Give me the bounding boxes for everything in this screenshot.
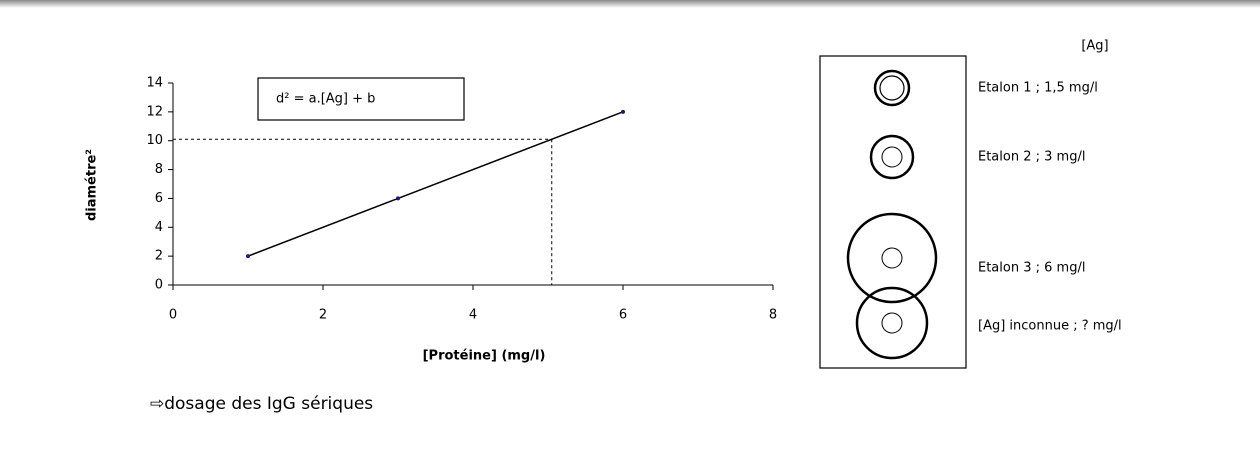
note: ⇨dosage des IgG sériques [150,394,373,414]
well-outer [871,136,913,178]
x-tick-label: 0 [169,308,177,323]
well-label: Etalon 2 ; 3 mg/l [978,150,1085,165]
y-tick-label: 12 [146,104,163,119]
well-outer [857,288,927,358]
y-axis-label: diamétre² [85,149,100,221]
y-tick-label: 14 [146,76,163,91]
y-tick-label: 10 [146,133,163,148]
well-label: [Ag] inconnue ; ? mg/l [978,319,1122,334]
diagram-header: [Ag] [1081,39,1108,54]
well-label: Etalon 3 ; 6 mg/l [978,261,1085,276]
page: d² = a.[Ag] + b [Protéine] (mg/l) diamét… [0,0,1260,445]
x-tick-label: 6 [619,308,627,323]
line [248,112,623,256]
y-tick-label: 4 [155,220,163,235]
chart: d² = a.[Ag] + b [Protéine] (mg/l) diamét… [0,0,1260,445]
x-tick-label: 2 [319,308,327,323]
diagram-box [820,56,966,368]
well-label: Etalon 1 ; 1,5 mg/l [978,81,1098,96]
equation: d² = a.[Ag] + b [276,92,375,107]
well-inner [882,147,902,167]
x-tick-label: 4 [469,308,477,323]
well-inner [880,76,904,100]
y-tick-label: 0 [155,278,163,293]
point [396,196,400,200]
x-tick-label: 8 [769,308,777,323]
well-inner [882,313,902,333]
y-tick-label: 2 [155,249,163,264]
point [621,110,625,114]
top-border [0,0,1260,8]
x-axis-label: [Protéine] (mg/l) [423,349,546,364]
well-inner [882,248,902,268]
y-tick-label: 6 [155,191,163,206]
y-tick-label: 8 [155,162,163,177]
point [246,254,250,258]
